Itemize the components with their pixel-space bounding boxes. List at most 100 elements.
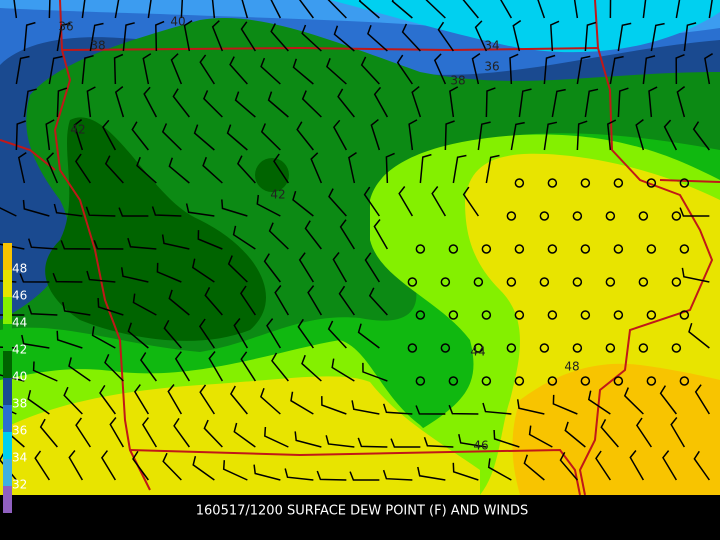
wind-barb bbox=[543, 121, 558, 151]
calm-wind bbox=[415, 310, 426, 320]
calm-wind bbox=[440, 343, 451, 353]
wind-barb bbox=[663, 119, 678, 151]
wind-barb bbox=[233, 318, 249, 349]
wind-barb bbox=[415, 405, 446, 415]
calm-wind bbox=[415, 376, 426, 386]
wind-barb bbox=[401, 23, 421, 52]
wind-barb bbox=[573, 0, 579, 19]
wind-barb bbox=[19, 273, 50, 283]
contour-label: 36 bbox=[484, 60, 499, 74]
calm-wind bbox=[481, 376, 492, 386]
wind-barb bbox=[141, 417, 158, 448]
wind-barb bbox=[433, 53, 447, 85]
calm-wind bbox=[539, 343, 550, 353]
wind-barb bbox=[263, 253, 281, 283]
wind-barbs bbox=[0, 0, 713, 481]
wind-barb bbox=[156, 262, 182, 283]
wind-barb bbox=[120, 267, 149, 283]
wind-barb bbox=[39, 418, 58, 448]
calm-wind bbox=[572, 343, 583, 353]
calm-wind bbox=[506, 343, 517, 353]
calm-wind bbox=[638, 343, 649, 353]
wind-barb bbox=[75, 417, 91, 448]
wind-barb bbox=[321, 396, 347, 415]
wind-barb bbox=[139, 352, 157, 382]
wind-barb bbox=[34, 450, 50, 481]
wind-barb bbox=[203, 90, 223, 118]
wind-barb bbox=[73, 119, 84, 151]
calm-wind bbox=[671, 277, 682, 287]
wind-barb bbox=[301, 90, 322, 118]
wind-barb bbox=[564, 421, 586, 448]
calm-wind bbox=[613, 310, 624, 320]
band-34 bbox=[330, 0, 720, 53]
wind-barb bbox=[253, 464, 281, 481]
wind-barb bbox=[528, 425, 553, 448]
calm-wind bbox=[473, 277, 484, 287]
caption-bar bbox=[0, 495, 720, 540]
colorbar-label: 48 bbox=[12, 262, 27, 276]
wind-barb bbox=[211, 0, 216, 19]
calm-wind bbox=[415, 244, 426, 254]
colorbar-swatch bbox=[3, 378, 12, 405]
wind-barb bbox=[56, 22, 71, 52]
colorbar-swatch bbox=[3, 297, 12, 324]
wind-barb bbox=[151, 206, 182, 217]
wind-barb bbox=[559, 451, 578, 481]
wind-barb bbox=[27, 238, 58, 250]
wind-barb bbox=[86, 270, 116, 283]
wind-barb bbox=[0, 207, 17, 217]
wind-barb bbox=[485, 154, 500, 184]
wind-barb bbox=[294, 431, 322, 448]
wind-barb bbox=[431, 186, 447, 217]
wind-barb bbox=[298, 252, 315, 283]
wind-barb bbox=[260, 388, 281, 415]
wind-barb bbox=[104, 155, 124, 184]
wind-barb bbox=[607, 119, 617, 151]
wind-barb bbox=[81, 54, 94, 85]
wind-barb bbox=[199, 54, 215, 85]
calm-wind bbox=[580, 310, 591, 320]
colorbar-swatch bbox=[3, 405, 12, 432]
wind-barb bbox=[132, 293, 157, 316]
wind-barb bbox=[458, 434, 487, 448]
band-42-spot bbox=[255, 158, 289, 192]
wind-barb bbox=[635, 417, 652, 448]
wind-barb bbox=[516, 399, 545, 415]
wind-barb bbox=[74, 153, 91, 184]
calm-wind bbox=[671, 343, 682, 353]
wind-barb bbox=[240, 21, 256, 52]
colorbar-label: 32 bbox=[12, 478, 27, 492]
wind-barb bbox=[180, 0, 184, 19]
wind-barb bbox=[234, 91, 256, 118]
calm-wind bbox=[539, 211, 550, 221]
wind-barb bbox=[370, 119, 381, 151]
wind-barb bbox=[45, 119, 55, 151]
wind-barb bbox=[390, 438, 421, 448]
wind-barb bbox=[693, 450, 710, 481]
wind-barb bbox=[167, 384, 183, 415]
wind-barb bbox=[487, 458, 512, 481]
wind-barb bbox=[349, 471, 380, 481]
wind-barb bbox=[310, 152, 323, 184]
colorbar-swatch bbox=[3, 324, 12, 351]
wind-barb bbox=[385, 152, 395, 184]
wind-barb bbox=[509, 53, 519, 85]
contour-label: 40 bbox=[170, 15, 185, 29]
wind-barb bbox=[301, 24, 322, 52]
wind-barb bbox=[204, 287, 223, 316]
wind-barb bbox=[168, 157, 190, 184]
wind-barb bbox=[368, 287, 388, 316]
calm-wind bbox=[605, 211, 616, 221]
calm-wind bbox=[539, 277, 550, 287]
wind-barb bbox=[676, 86, 686, 118]
wind-barb bbox=[131, 121, 149, 151]
colorbar: 48 46 44 42 40 38 36 34 32 bbox=[3, 243, 27, 513]
wind-barb bbox=[411, 86, 422, 118]
wind-barb bbox=[270, 0, 282, 19]
wind-barb bbox=[437, 21, 454, 52]
wind-barb bbox=[648, 86, 658, 118]
wind-barb bbox=[236, 155, 256, 184]
wind-barb bbox=[174, 351, 191, 382]
wind-barb bbox=[0, 314, 25, 316]
